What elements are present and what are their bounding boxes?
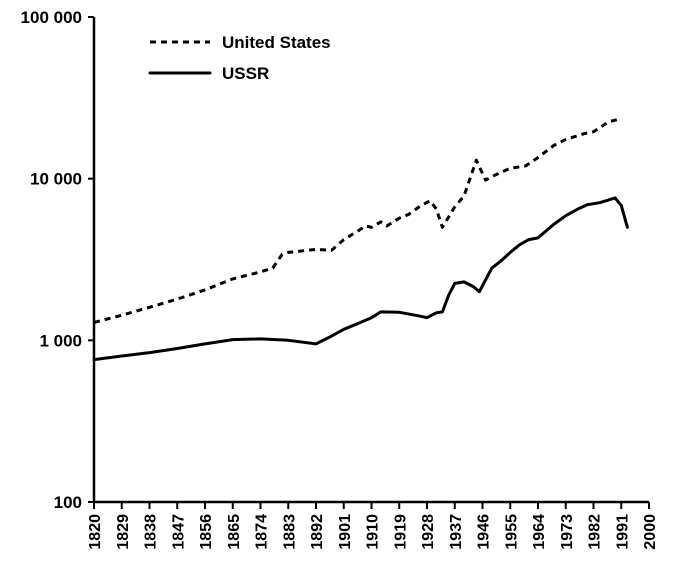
y-tick-label: 1 000 <box>39 331 82 350</box>
x-axis-ticks: 1820 1829 1838 1847 1856 1865 1874 1883 1892 1901… <box>87 502 659 550</box>
y-axis-ticks: 100 1 000 10 000 100 000 <box>21 8 94 512</box>
x-tick-label: 1973 <box>559 514 576 550</box>
legend: United States USSR <box>148 33 331 83</box>
x-tick-label: 1838 <box>143 514 160 550</box>
x-tick-label: 1856 <box>198 514 215 550</box>
series-lines <box>92 117 629 362</box>
x-tick-label: 1937 <box>448 514 465 550</box>
x-tick-label: 1892 <box>309 514 326 550</box>
y-tick-label: 100 <box>54 493 82 512</box>
x-tick-label: 1991 <box>614 514 631 550</box>
legend-label: USSR <box>222 64 269 83</box>
x-tick-label: 1883 <box>281 514 298 550</box>
x-tick-label: 1874 <box>254 514 271 550</box>
series-line-ussr <box>92 196 629 362</box>
series-line-united-states <box>93 117 622 324</box>
x-tick-label: 1901 <box>337 514 354 550</box>
y-tick-label: 10 000 <box>30 170 82 189</box>
x-tick-label: 1829 <box>115 514 132 550</box>
x-tick-label: 1982 <box>587 514 604 550</box>
x-tick-label: 1910 <box>365 514 382 550</box>
x-tick-label: 1964 <box>531 514 548 550</box>
x-tick-label: 1955 <box>503 514 520 550</box>
x-tick-label: 1928 <box>420 514 437 550</box>
x-tick-label: 2000 <box>642 514 659 550</box>
x-tick-label: 1946 <box>476 514 493 550</box>
x-tick-label: 1820 <box>87 514 104 550</box>
legend-label: United States <box>222 33 331 52</box>
x-tick-label: 1919 <box>392 514 409 550</box>
y-tick-label: 100 000 <box>21 8 82 27</box>
x-tick-label: 1865 <box>226 514 243 550</box>
x-tick-label: 1847 <box>170 514 187 550</box>
